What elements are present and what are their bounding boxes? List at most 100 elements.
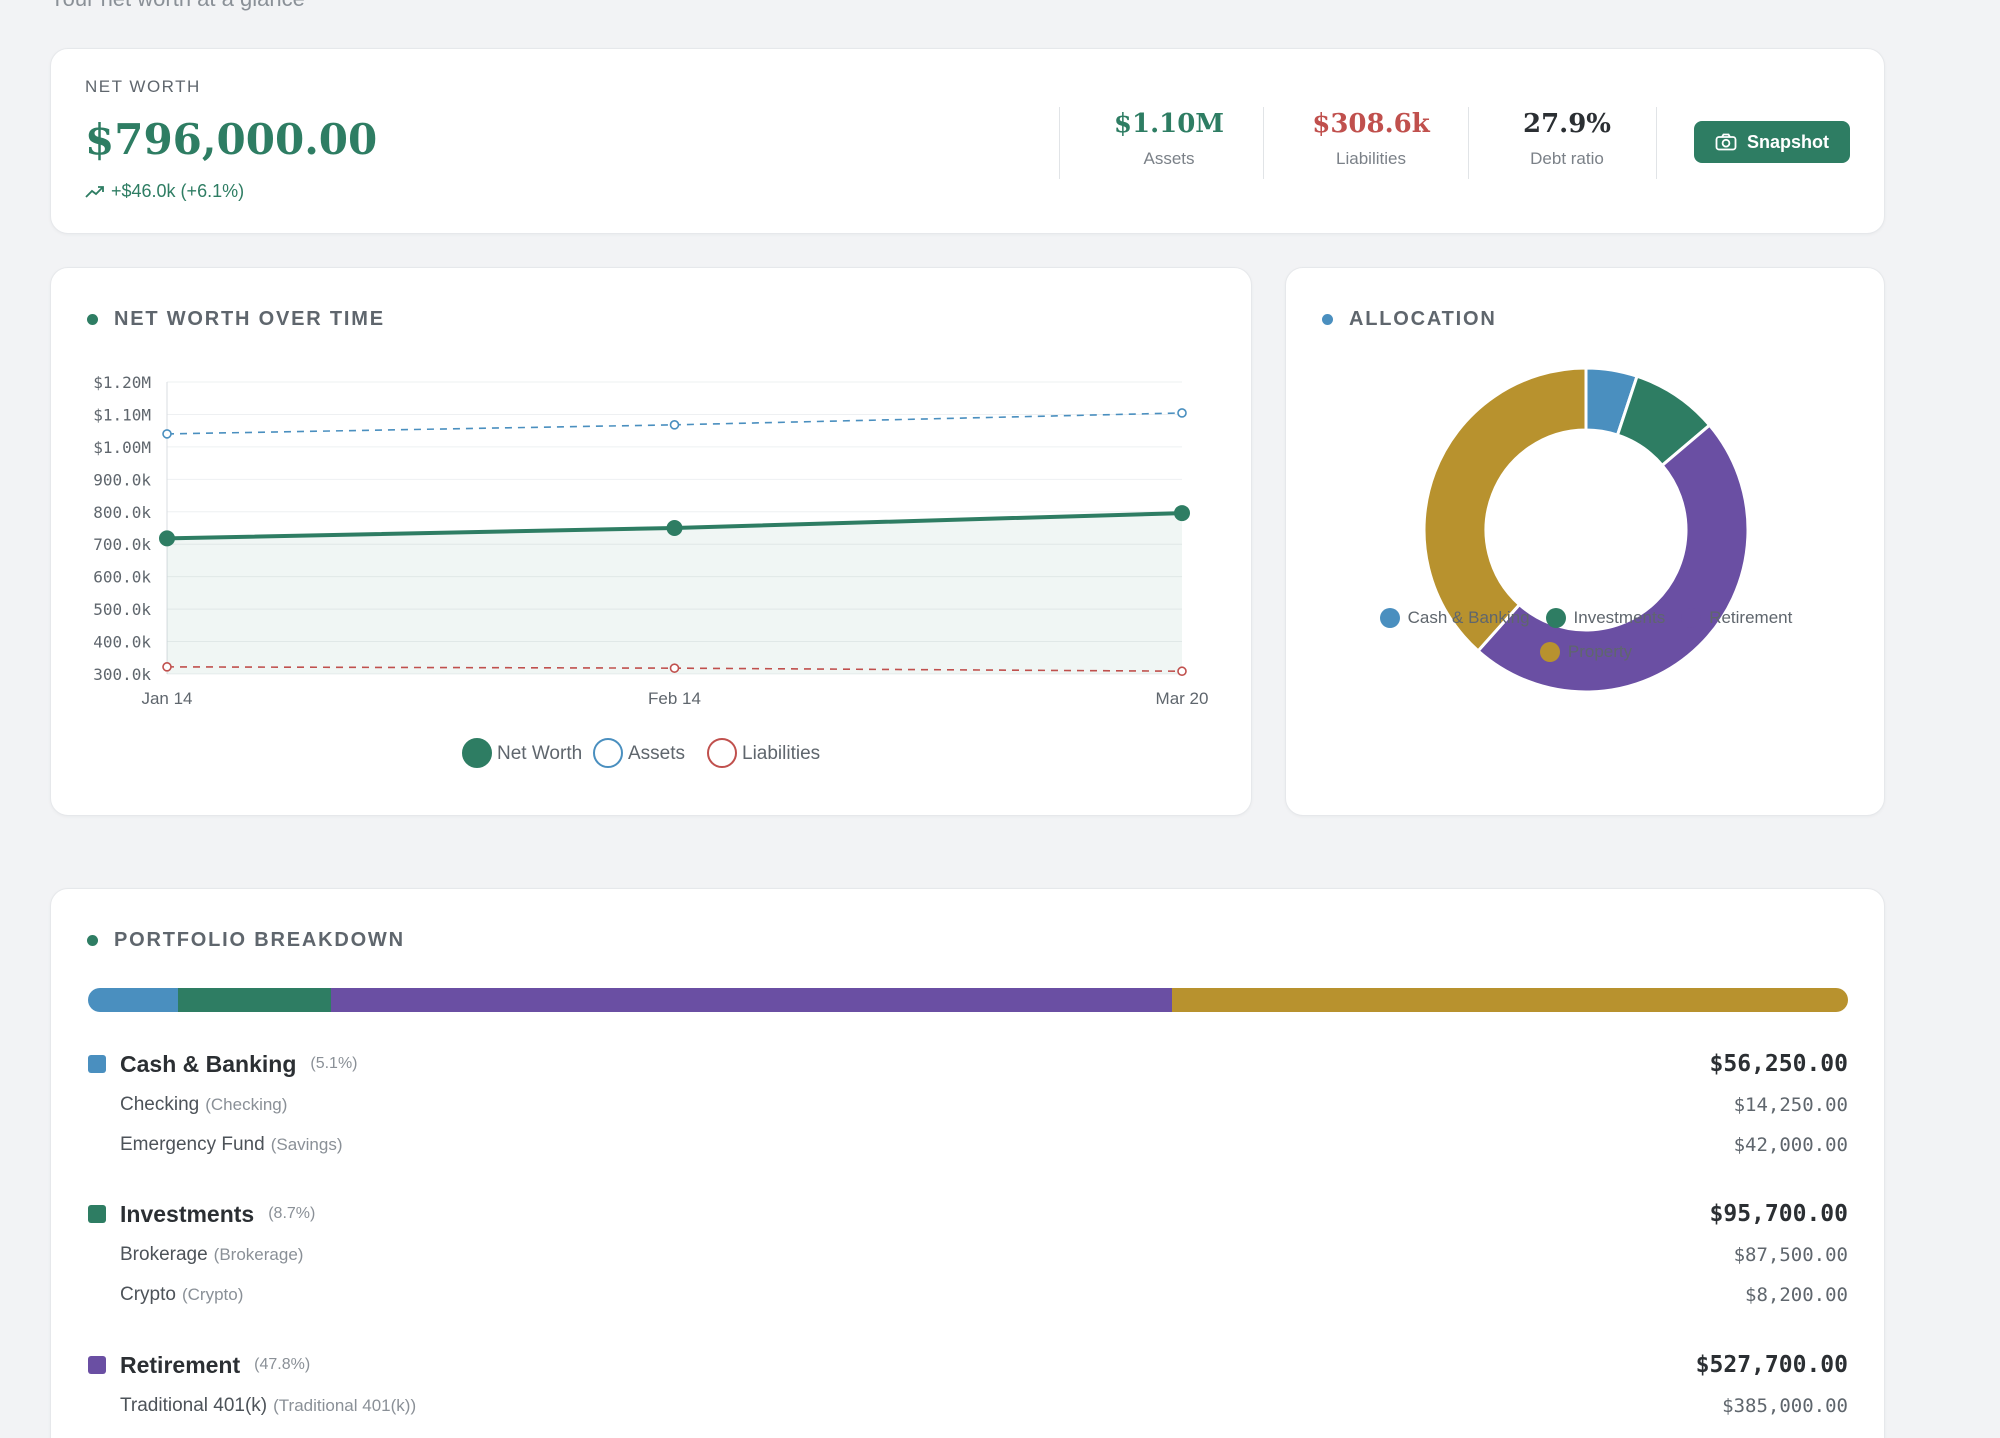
- account-row[interactable]: Emergency Fund (Savings) $42,000.00: [88, 1125, 1848, 1165]
- legend-label[interactable]: Assets: [628, 743, 685, 764]
- group-name: Cash & Banking: [120, 1050, 297, 1077]
- page-subtitle: Your net worth at a glance: [50, 0, 305, 12]
- donut-slice-property[interactable]: [1422, 366, 1588, 653]
- group-total: $95,700.00: [1709, 1201, 1848, 1227]
- legend-swatch: [1539, 642, 1560, 662]
- legend-swatch: [1545, 608, 1566, 628]
- stat-debt-ratio-value: 27.9%: [1522, 109, 1612, 139]
- divider: [1656, 107, 1657, 179]
- legend-investments[interactable]: Investments: [1545, 608, 1665, 628]
- net-worth-chart-card: NET WORTH OVER TIME $1.20M $1.10M $1.00M 90…: [50, 267, 1252, 816]
- stat-assets: $1.10M Assets: [1071, 109, 1267, 181]
- account-value: $8,200.00: [1745, 1284, 1848, 1306]
- account-name: Checking: [120, 1094, 200, 1115]
- legend-swatch[interactable]: [462, 738, 492, 768]
- net-worth-change: +$46.0k (+6.1%): [85, 181, 244, 202]
- account-type: (Checking): [205, 1095, 288, 1114]
- legend-label[interactable]: Net Worth: [497, 743, 582, 764]
- allocation-card: ALLOCATION Cash & Banking Investments Re…: [1285, 267, 1885, 816]
- bar-segment-investments[interactable]: [177, 988, 331, 1012]
- bar-segment-property[interactable]: [1172, 988, 1848, 1012]
- allocation-legend-row-1: Cash & Banking Investments Retirement: [1286, 608, 1886, 628]
- y-tick-label: 300.0k: [93, 665, 151, 684]
- net-worth-area: [167, 513, 1182, 674]
- legend-swatch[interactable]: [707, 738, 737, 768]
- net-worth-change-text: +$46.0k (+6.1%): [111, 181, 245, 201]
- allocation-title: ALLOCATION: [1322, 308, 1497, 331]
- stat-assets-label: Assets: [1143, 149, 1195, 168]
- allocation-donut-chart: [1422, 366, 1750, 694]
- data-point-net-worth[interactable]: [666, 520, 683, 536]
- account-row[interactable]: Traditional 401(k) (Traditional 401(k)) …: [88, 1386, 1848, 1426]
- group-percent: (5.1%): [310, 1055, 358, 1072]
- title-dot: [1322, 314, 1333, 325]
- account-row[interactable]: Checking (Checking) $14,250.00: [88, 1085, 1848, 1125]
- snapshot-button[interactable]: Snapshot: [1694, 121, 1850, 163]
- group-name: Retirement: [120, 1351, 241, 1378]
- legend-swatch[interactable]: [593, 738, 623, 768]
- legend-property[interactable]: Property: [1539, 642, 1632, 662]
- account-value: $42,000.00: [1733, 1134, 1848, 1156]
- legend-label[interactable]: Liabilities: [742, 743, 820, 764]
- account-value: $385,000.00: [1722, 1395, 1848, 1417]
- group-swatch: [88, 1055, 106, 1073]
- camera-icon: [1715, 133, 1737, 151]
- group-header[interactable]: Retirement (47.8%) $527,700.00: [88, 1350, 1848, 1380]
- account-value: $87,500.00: [1733, 1244, 1848, 1266]
- data-point-assets[interactable]: [1177, 408, 1187, 418]
- y-tick-label: $1.10M: [93, 405, 151, 424]
- group-name: Investments: [120, 1200, 255, 1227]
- allocation-title-text: ALLOCATION: [1349, 308, 1497, 330]
- snapshot-button-label: Snapshot: [1746, 131, 1829, 152]
- account-name: Crypto: [120, 1284, 176, 1305]
- group-percent: (47.8%): [254, 1356, 311, 1373]
- data-point-liabilities[interactable]: [1177, 666, 1187, 677]
- y-tick-label: 400.0k: [93, 633, 151, 652]
- data-point-assets[interactable]: [669, 420, 680, 430]
- group-retirement: Retirement (47.8%) $527,700.00 Tradition…: [88, 1350, 1848, 1426]
- legend-retirement[interactable]: Retirement: [1681, 608, 1792, 628]
- title-dot: [87, 314, 98, 325]
- data-point-liabilities[interactable]: [669, 663, 680, 673]
- group-total: $56,250.00: [1709, 1051, 1848, 1077]
- group-total: $527,700.00: [1695, 1352, 1848, 1378]
- divider: [1468, 107, 1469, 179]
- group-header[interactable]: Cash & Banking (5.1%) $56,250.00: [88, 1049, 1848, 1079]
- legend-label: Cash & Banking: [1407, 608, 1530, 627]
- account-name: Emergency Fund: [120, 1134, 265, 1155]
- legend-swatch: [1681, 608, 1702, 628]
- allocation-stacked-bar: [88, 988, 1848, 1012]
- bar-segment-cash-banking[interactable]: [88, 988, 178, 1012]
- y-tick-label: $1.00M: [93, 438, 151, 457]
- net-worth-label: NET WORTH: [85, 77, 201, 96]
- divider: [1263, 107, 1264, 179]
- account-value: $14,250.00: [1733, 1094, 1848, 1116]
- account-type: (Savings): [270, 1135, 343, 1154]
- account-type: (Brokerage): [213, 1245, 304, 1264]
- bar-segment-retirement[interactable]: [330, 988, 1173, 1012]
- stat-liabilities-value: $308.6k: [1312, 109, 1430, 139]
- net-worth-summary-card: NET WORTH $796,000.00 +$46.0k (+6.1%) $1…: [50, 48, 1885, 234]
- data-point-assets[interactable]: [162, 429, 172, 439]
- title-dot: [87, 935, 98, 946]
- trending-up-icon: [85, 185, 104, 198]
- account-name: Brokerage: [120, 1244, 208, 1265]
- stat-liabilities: $308.6k Liabilities: [1273, 109, 1469, 181]
- legend-label: Retirement: [1709, 608, 1793, 627]
- group-investments: Investments (8.7%) $95,700.00 Brokerage …: [88, 1199, 1848, 1315]
- portfolio-breakdown-title: PORTFOLIO BREAKDOWN: [87, 929, 405, 952]
- data-point-liabilities[interactable]: [162, 662, 172, 672]
- stat-debt-ratio: 27.9% Debt ratio: [1471, 109, 1663, 181]
- group-header[interactable]: Investments (8.7%) $95,700.00: [88, 1199, 1848, 1229]
- x-tick-label: Jan 14: [141, 689, 192, 708]
- group-swatch: [88, 1205, 106, 1223]
- data-point-net-worth[interactable]: [159, 530, 175, 547]
- net-worth-value: $796,000.00: [85, 115, 378, 164]
- donut-slice-retirement[interactable]: [1475, 423, 1750, 694]
- legend-cash-banking[interactable]: Cash & Banking: [1379, 608, 1530, 628]
- account-row[interactable]: Crypto (Crypto) $8,200.00: [88, 1275, 1848, 1315]
- account-row[interactable]: Brokerage (Brokerage) $87,500.00: [88, 1235, 1848, 1275]
- data-point-net-worth[interactable]: [1174, 505, 1190, 522]
- account-type: (Crypto): [181, 1285, 244, 1304]
- y-tick-label: 500.0k: [93, 600, 151, 619]
